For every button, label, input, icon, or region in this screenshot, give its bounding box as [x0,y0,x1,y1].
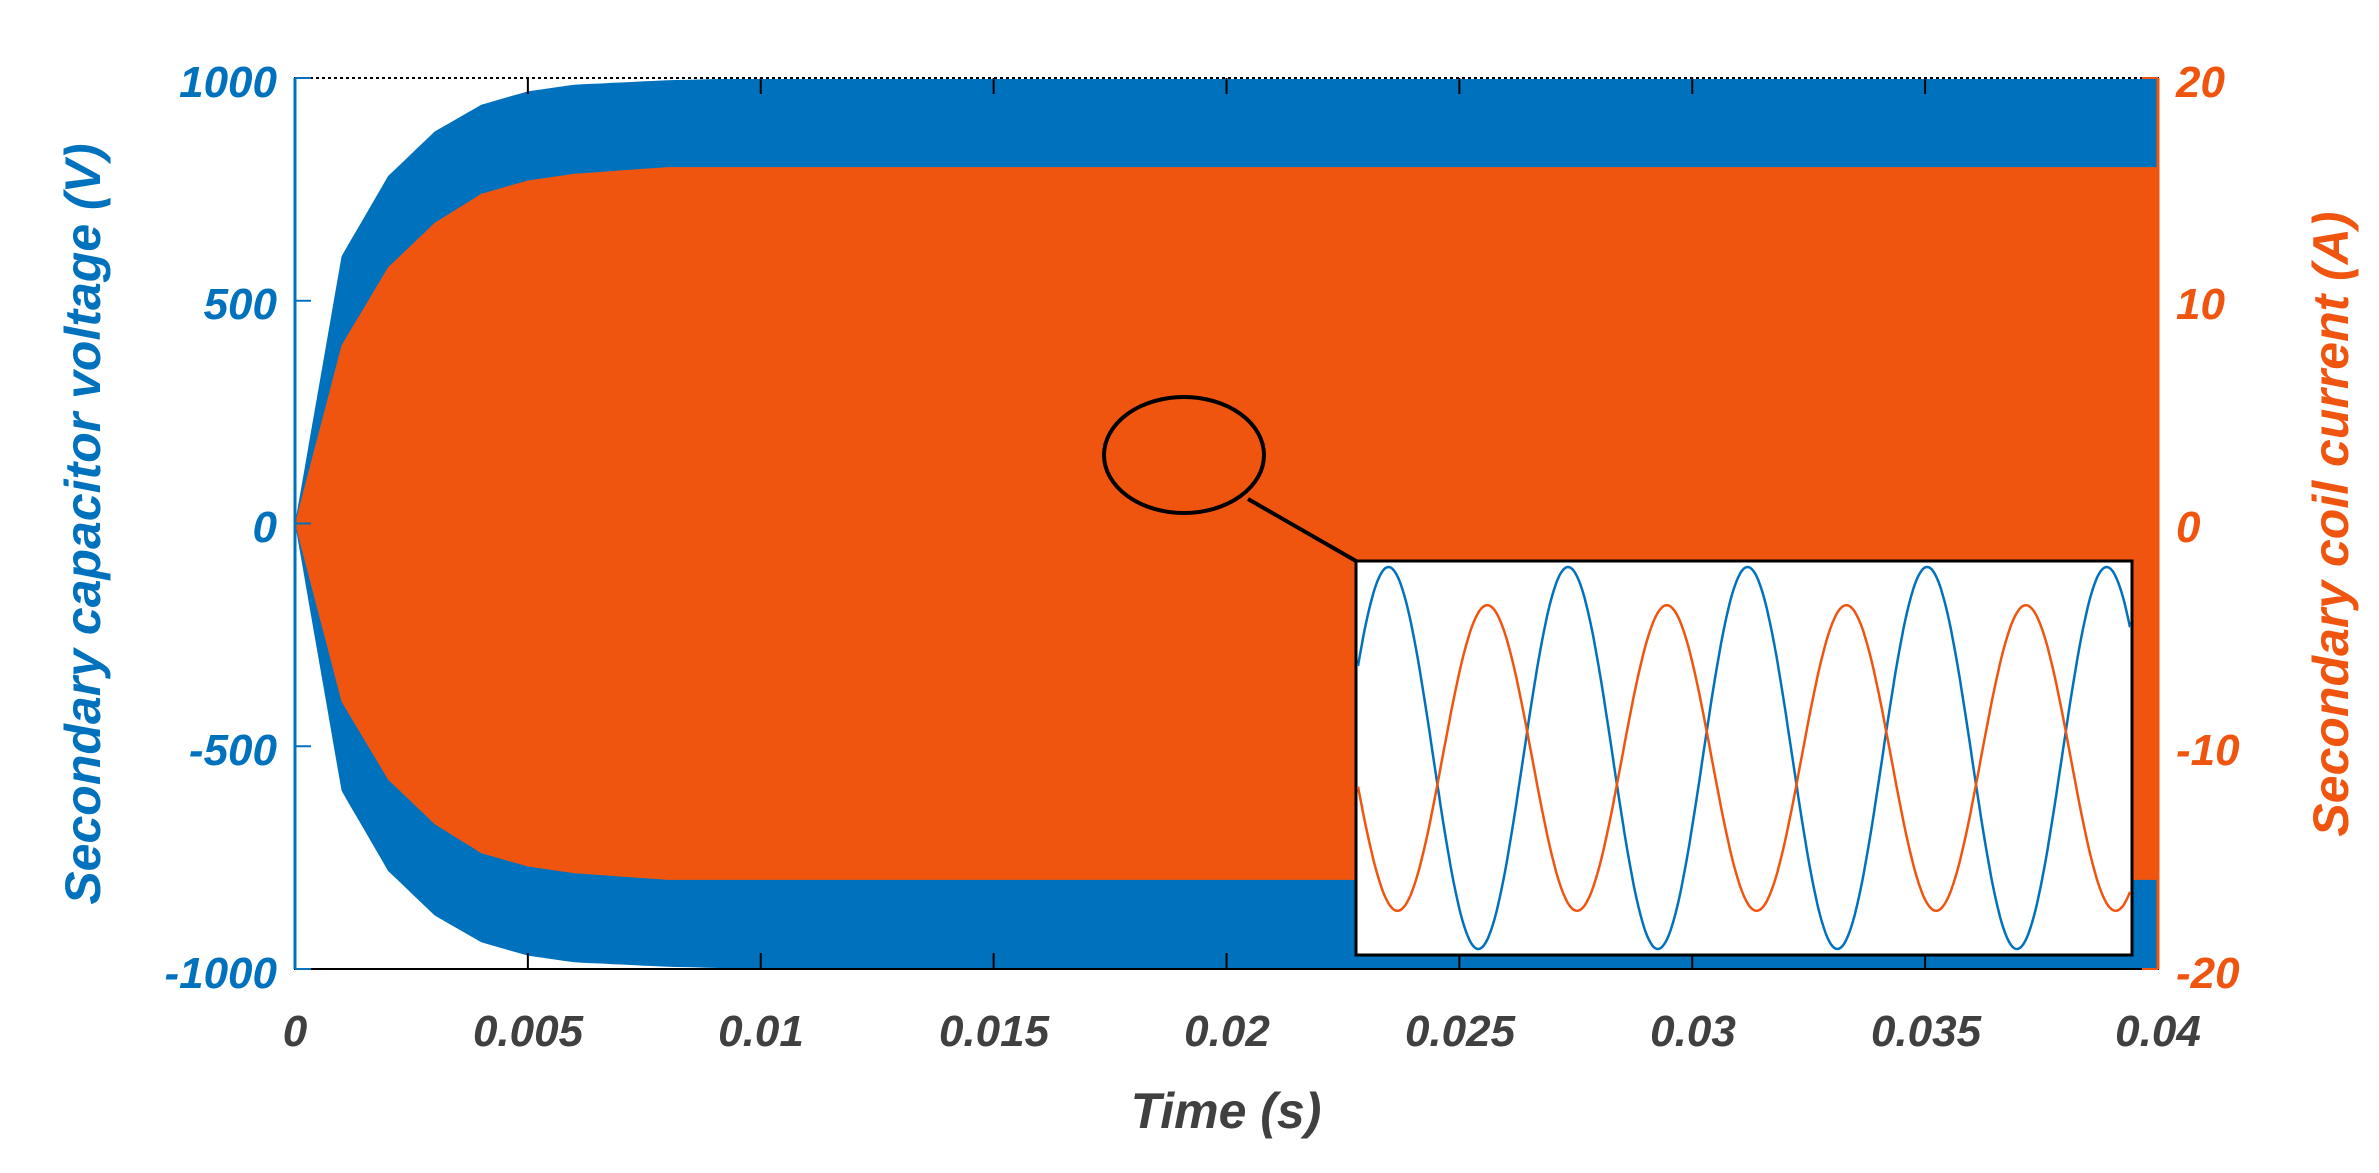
x-tick-label: 0.02 [1184,1007,1270,1056]
x-tick-label: 0 [283,1007,308,1056]
x-tick-label: 0.015 [939,1007,1050,1056]
x-axis-title: Time (s) [1131,1083,1322,1139]
y-right-axis-title: Secondary coil current (A) [2303,211,2359,836]
x-tick-label: 0.03 [1650,1007,1736,1056]
x-tick-label: 0.035 [1871,1007,1982,1056]
x-tick-label: 0.005 [473,1007,584,1056]
inset-voltage-wave [1356,565,2132,951]
y-left-axis-title: Secondary capacitor voltage (V) [55,143,111,904]
inset-plot [1354,559,2134,957]
y-left-tick-label: 1000 [179,58,277,107]
y-right-tick-label: -20 [2176,949,2240,998]
y-right-tick-label: 20 [2175,58,2225,107]
y-left-tick-label: -500 [189,726,278,775]
zoom-connector-line [1247,497,1357,563]
inset-background [1354,559,2134,957]
y-right-tick-label: 0 [2176,503,2201,552]
x-tick-label: 0.04 [2115,1007,2201,1056]
inset-current-wave [1356,603,2132,913]
x-tick-label: 0.025 [1405,1007,1516,1056]
inset-waves [1356,565,2132,951]
zoom-highlight-ellipse [1102,395,1266,515]
y-left-tick-label: 500 [204,280,278,329]
x-tick-label: 0.01 [718,1007,804,1056]
y-right-tick-label: 10 [2176,280,2225,329]
y-right-tick-label: -10 [2176,726,2240,775]
y-left-tick-label: -1000 [164,949,277,998]
y-left-tick-label: 0 [253,503,278,552]
